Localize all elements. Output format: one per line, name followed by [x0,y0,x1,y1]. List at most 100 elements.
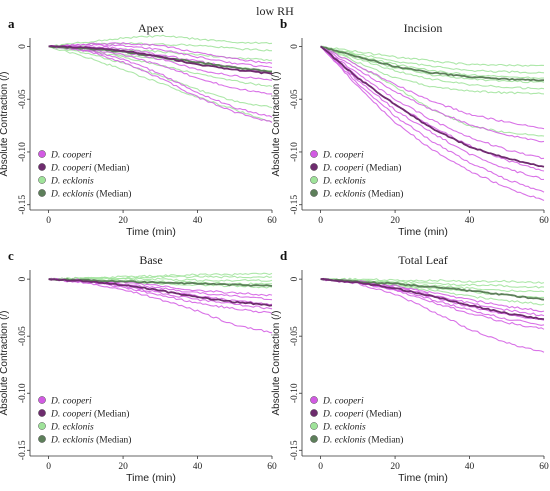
y-tick-label: 0 [290,44,300,49]
x-tick-label: 60 [539,462,549,472]
x-tick-label: 40 [465,216,475,226]
x-tick-label: 40 [193,216,203,226]
panel-c: c Base 0 -0.05 -0.10 -0.15 0 20 40 60 Time (min) Ab… [0,248,277,484]
series-line-ecklonis [320,45,545,74]
legend-entry: D. ecklonis (Median) [322,434,403,445]
y-tick-label: -0.10 [290,142,300,162]
x-axis-label: Time (min) [126,472,176,484]
legend-marker [310,189,318,197]
y-tick-label: -0.05 [18,89,28,109]
legend-entry: D. cooperi [322,150,364,160]
legend: D. cooperi D. cooperi (Median) D. ecklonis… [38,150,131,199]
legend-marker [38,176,46,184]
median-line-cooperi [320,45,545,168]
legend-marker [310,422,318,430]
legend-entry: D. ecklonis [322,422,366,432]
median-line-cooperi [48,45,273,75]
median-line-cooperi [320,277,545,320]
panel-label: c [8,248,14,263]
y-tick-label: 0 [18,44,28,49]
panel-b: b Incision 0 -0.05 -0.10 -0.15 0 20 40 60 Time (mi… [271,16,549,238]
panel-title: Apex [138,21,164,35]
series-line-cooperi [48,278,273,334]
median-line-ecklonis [48,278,273,287]
median-line-ecklonis [320,278,545,301]
y-tick-label: -0.10 [18,383,28,403]
y-tick-label: 0 [290,277,300,282]
legend-marker [310,163,318,171]
y-axis-label: Absolute Contraction (/) [271,71,282,176]
panel-label: d [280,248,288,263]
legend-marker [310,396,318,404]
series-line-ecklonis [320,45,545,90]
series-line-cooperi [320,46,545,160]
legend-entry: D. ecklonis [322,176,366,186]
legend: D. cooperi D. cooperi (Median) D. ecklonis… [38,396,131,445]
series-line-cooperi [48,45,273,123]
series-line-ecklonis [48,275,273,281]
legend-marker [38,409,46,417]
x-tick-label: 0 [318,462,323,472]
panel-label: a [8,16,15,31]
figure-title: low RH [256,4,294,18]
legend-entry: D. cooperi [50,150,92,160]
x-tick-label: 0 [46,216,51,226]
median-line-ecklonis [320,45,545,82]
x-axis-label: Time (min) [398,226,448,238]
series-line-ecklonis [48,45,273,123]
y-tick-label: -0.10 [18,142,28,162]
median-line-cooperi [48,278,273,307]
panel-title: Base [139,253,162,267]
series-line-ecklonis [320,45,545,67]
x-axis-label: Time (min) [398,472,448,484]
series-line-cooperi [320,278,545,317]
legend-entry: D. ecklonis [50,176,94,186]
series-line-cooperi [320,45,545,172]
y-axis-label: Absolute Contraction (/) [271,310,282,415]
x-tick-label: 20 [390,462,400,472]
y-tick-label: -0.15 [18,195,28,215]
legend-marker [310,409,318,417]
series-line-ecklonis [48,45,273,88]
legend-entry: D. ecklonis (Median) [50,188,131,199]
x-tick-label: 60 [267,462,277,472]
legend-entry: D. cooperi (Median) [50,408,129,419]
y-tick-label: -0.10 [290,383,300,403]
legend: D. cooperi D. cooperi (Median) D. ecklonis… [310,396,403,445]
legend-entry: D. ecklonis [50,422,94,432]
legend-marker [38,150,46,158]
panel-title: Incision [404,21,443,35]
panel-a: a Apex 0 -0.05 -0.10 -0.15 0 20 40 60 Time (min) Ab… [0,16,277,238]
series-line-cooperi [320,46,545,201]
x-tick-label: 40 [193,462,203,472]
legend-entry: D. ecklonis (Median) [50,434,131,445]
series-line-ecklonis [48,34,273,47]
legend-marker [310,150,318,158]
legend-entry: D. cooperi (Median) [322,162,401,173]
legend-marker [38,396,46,404]
series-line-ecklonis [320,45,545,95]
series-line-ecklonis [320,277,545,284]
x-tick-label: 0 [318,216,323,226]
panel-d: d Total Leaf 0 -0.05 -0.10 -0.15 0 20 40 60 Time (… [271,248,549,484]
legend-marker [38,422,46,430]
legend-marker [38,163,46,171]
legend-marker [310,435,318,443]
legend-marker [310,176,318,184]
series-line-cooperi [320,45,545,143]
y-tick-label: 0 [18,277,28,282]
legend-entry: D. cooperi [322,396,364,406]
y-tick-label: -0.05 [290,89,300,109]
x-tick-label: 60 [539,216,549,226]
x-tick-label: 40 [465,462,475,472]
x-tick-label: 60 [267,216,277,226]
legend-entry: D. cooperi (Median) [50,162,129,173]
legend-marker [38,435,46,443]
legend-marker [38,189,46,197]
y-tick-label: -0.15 [18,440,28,460]
y-tick-label: -0.15 [290,195,300,215]
series-line-cooperi [48,43,273,69]
x-tick-label: 20 [118,462,128,472]
y-tick-label: -0.05 [18,326,28,346]
legend-entry: D. cooperi [50,396,92,406]
